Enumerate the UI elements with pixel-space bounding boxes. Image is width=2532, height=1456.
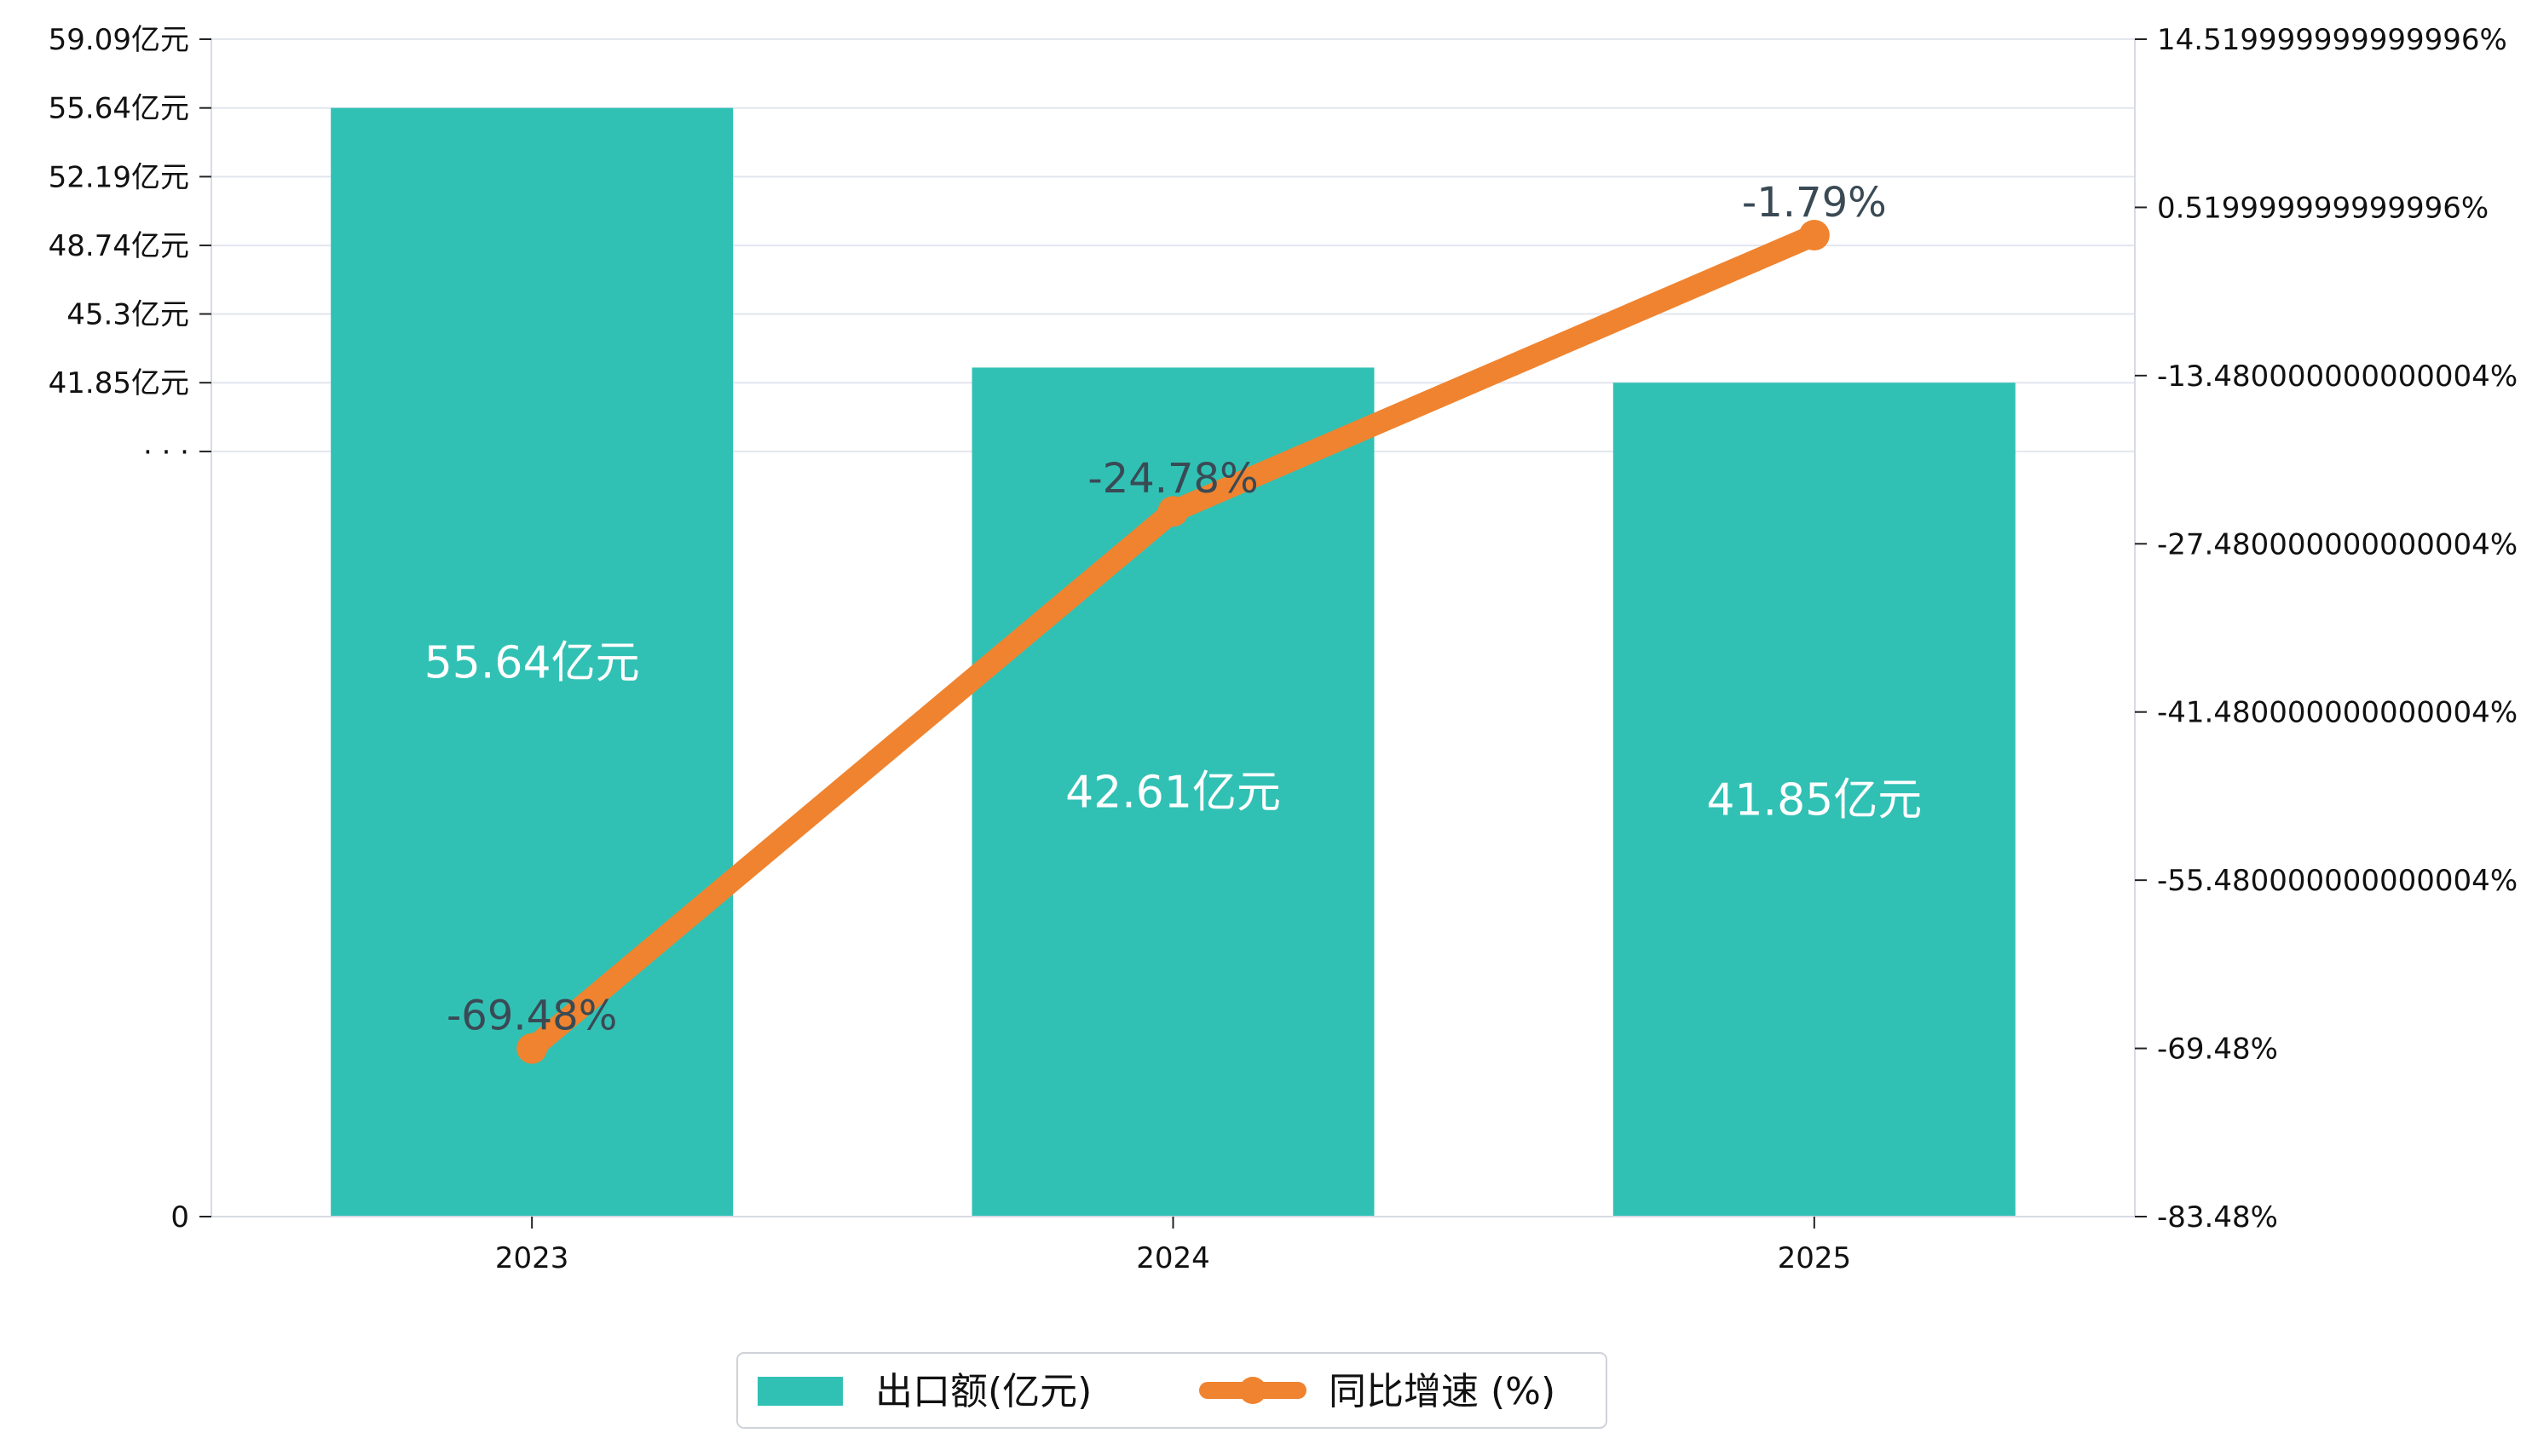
growth-point [1157,496,1189,527]
growth-point [516,1033,548,1064]
growth-data-label: -1.79% [1742,179,1887,227]
left-tick-label: 41.85亿元 [49,366,189,400]
bars-layer [331,107,2016,1217]
x-tick-label: 2024 [1136,1241,1210,1275]
right-tick-label: 14.519999999999996% [2157,23,2507,57]
legend-swatch-marker [1239,1377,1266,1404]
right-tick-label: -13.480000000000004% [2157,360,2518,394]
x-tick-label: 2023 [495,1241,569,1275]
left-tick-label: 45.3亿元 [66,298,189,332]
right-tick-label: -41.480000000000004% [2157,696,2518,730]
growth-data-label: -24.78% [1087,455,1258,503]
axes-layer: 0 · · · 41.85亿元 45.3亿元 48.74亿元 52.19亿元 55.64亿元… [49,23,2518,1275]
right-tick-label: -83.48% [2157,1200,2278,1234]
growth-point [1798,220,1830,251]
left-tick-label: 59.09亿元 [49,23,189,57]
legend-label-line: 同比增速 (%) [1329,1370,1555,1413]
labels-layer: 55.64亿元 42.61亿元 41.85亿元 -69.48% -24.78% -1.79… [424,179,1923,1040]
left-tick-label: 52.19亿元 [49,160,189,194]
right-tick-label: 0.519999999999996% [2157,191,2489,225]
right-tick-label: -69.48% [2157,1033,2278,1067]
left-tick-label: 48.74亿元 [49,229,189,263]
x-tick-label: 2025 [1778,1241,1852,1275]
bar-data-label: 55.64亿元 [424,637,640,688]
left-tick-label: 0 [170,1200,189,1234]
bar [331,107,734,1217]
bar-data-label: 41.85亿元 [1706,775,1922,826]
legend: 出口额(亿元) 同比增速 (%) [736,1352,1607,1429]
line-layer [516,220,1830,1064]
growth-data-label: -69.48% [447,993,617,1040]
legend-box [736,1352,1607,1429]
legend-swatch-bar [758,1377,843,1406]
left-tick-label: 55.64亿元 [49,92,189,126]
left-tick-label: · · · [143,435,189,469]
right-tick-label: -55.480000000000004% [2157,864,2518,898]
right-tick-label: -27.480000000000004% [2157,527,2518,561]
legend-label-bar: 出口额(亿元) [875,1370,1092,1413]
bar [1612,383,2016,1217]
bar-data-label: 42.61亿元 [1065,768,1281,819]
